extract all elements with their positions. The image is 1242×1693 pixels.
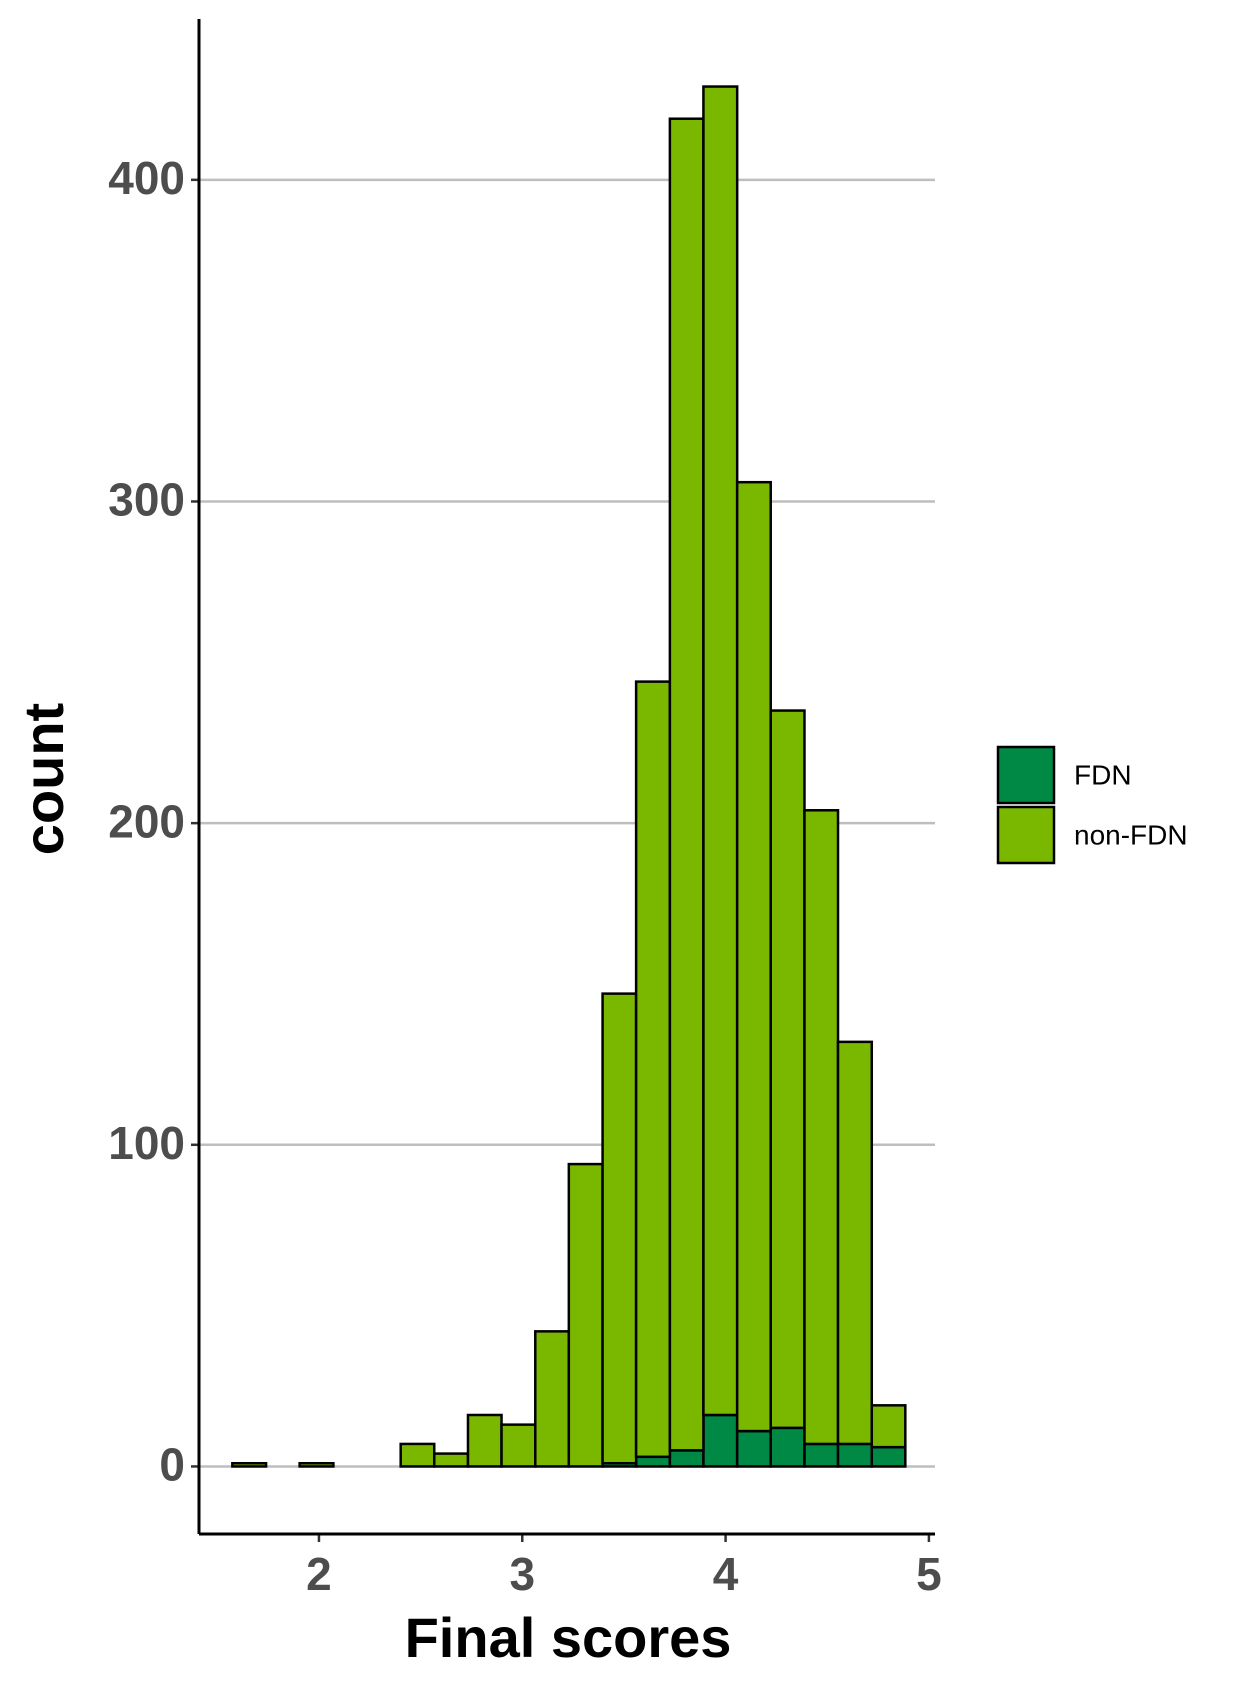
y-tick-label: 200 <box>108 795 185 847</box>
bar <box>634 680 672 1459</box>
x-tick-label: 2 <box>306 1548 332 1600</box>
bar <box>231 1461 268 1468</box>
bar <box>668 1449 705 1468</box>
y-tick-label: 300 <box>108 474 185 526</box>
bar <box>298 1461 335 1468</box>
bar <box>803 809 840 1446</box>
legend-key <box>996 805 1056 865</box>
y-tick-label: 100 <box>108 1117 185 1169</box>
bar <box>534 1330 571 1468</box>
bar <box>702 1413 739 1468</box>
bar <box>769 1426 806 1468</box>
y-tick-label: 400 <box>108 152 185 204</box>
legend-label: non-FDN <box>1074 819 1188 850</box>
bar <box>735 480 772 1433</box>
bar <box>836 1442 874 1468</box>
legend-key <box>996 745 1056 805</box>
bar <box>399 1442 436 1468</box>
y-tick-label: 0 <box>159 1439 185 1491</box>
bar <box>803 1442 840 1468</box>
bar <box>500 1423 537 1468</box>
bar <box>466 1413 503 1468</box>
bar <box>702 85 739 1417</box>
bar <box>836 1040 874 1446</box>
x-tick-label: 3 <box>509 1548 535 1600</box>
x-axis-title: Final scores <box>405 1606 732 1669</box>
bar <box>567 1162 604 1468</box>
bar <box>601 992 638 1465</box>
bar <box>432 1452 470 1468</box>
legend-label: FDN <box>1074 759 1132 790</box>
bar <box>634 1455 672 1468</box>
x-tick-label: 4 <box>713 1548 739 1600</box>
bar <box>870 1404 907 1449</box>
bar <box>769 709 806 1430</box>
y-axis-title: count <box>12 703 75 855</box>
x-tick-label: 5 <box>916 1548 942 1600</box>
bar <box>668 117 705 1452</box>
bar <box>735 1429 772 1468</box>
bar <box>870 1445 907 1468</box>
